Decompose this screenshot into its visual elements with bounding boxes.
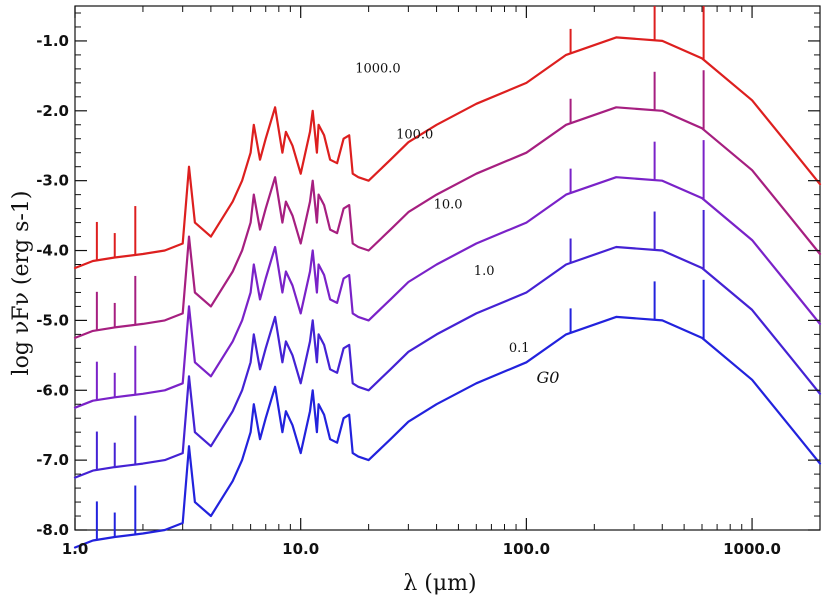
label-layer: 1000.0 100.0 10.0 1.0 0.1 — [355, 61, 529, 355]
y-tick-label: -5.0 — [36, 311, 69, 329]
x-tick-label: 1.0 — [62, 540, 89, 558]
series-label: 100.0 — [396, 128, 433, 143]
series-line-1000-0 — [73, 36, 822, 270]
y-tick-label: -7.0 — [36, 451, 69, 469]
x-tick-label: 1000.0 — [723, 540, 781, 558]
x-tick-label: 100.0 — [503, 540, 550, 558]
series-layer — [73, 6, 822, 549]
series-line-100-0 — [73, 106, 822, 339]
series-line-10-0 — [73, 176, 822, 409]
series-label: 0.1 — [509, 341, 530, 356]
y-tick-label: -4.0 — [36, 242, 69, 260]
x-tick-label: 10.0 — [282, 540, 319, 558]
y-axis-title: log νFν (erg s-1) — [9, 191, 34, 376]
y-tick-label: -6.0 — [36, 381, 69, 399]
tick-layer: 1.0 10.0 100.0 1000.0 -1.0 -2.0 -3.0 -4.0 -5.0 -6… — [36, 6, 821, 558]
series-line-0-1 — [73, 315, 822, 549]
x-axis-title: λ (μm) — [403, 571, 476, 596]
series-line-1-0 — [73, 245, 822, 479]
y-tick-label: -3.0 — [36, 172, 69, 190]
series-label: 1.0 — [474, 264, 495, 279]
y-tick-label: -1.0 — [36, 32, 69, 50]
y-tick-label: -8.0 — [36, 521, 69, 539]
y-tick-label: -2.0 — [36, 102, 69, 120]
legend-title-g0: G0 — [537, 368, 560, 387]
series-label: 1000.0 — [355, 61, 401, 76]
series-label: 10.0 — [434, 198, 463, 213]
